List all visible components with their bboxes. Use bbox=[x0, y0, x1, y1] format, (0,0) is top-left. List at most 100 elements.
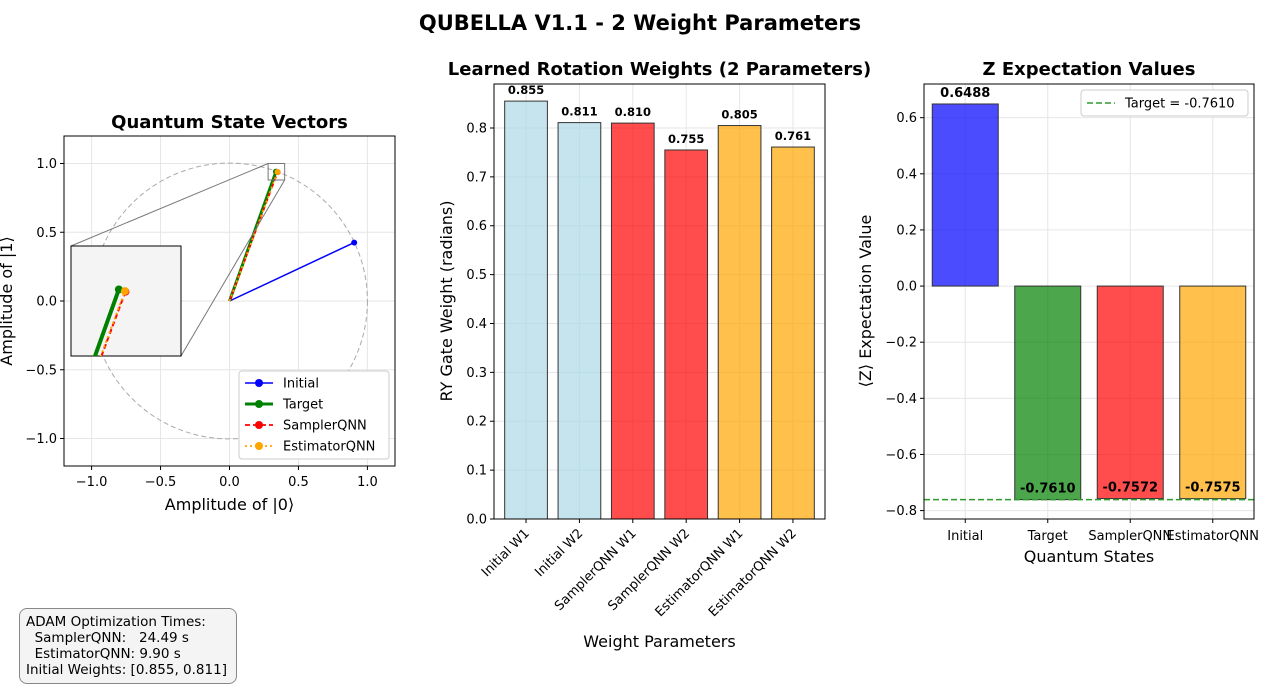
c3-y-tick-label: −0.8 bbox=[885, 504, 917, 519]
c2-title: Learned Rotation Weights (2 Parameters) bbox=[448, 59, 871, 80]
info-line-2: SamplerQNN: 24.49 s bbox=[26, 630, 189, 646]
c2-y-tick-label: 0.3 bbox=[466, 366, 487, 381]
zoom-series-point-1 bbox=[114, 285, 123, 294]
c3-bar-value-label: -0.7572 bbox=[1102, 481, 1158, 496]
c3-x-tick-label: Target bbox=[1027, 529, 1068, 544]
c3-bar bbox=[1014, 285, 1082, 501]
c1-legend-marker-0 bbox=[255, 379, 263, 387]
c2-bar-value-label: 0.810 bbox=[615, 105, 651, 119]
c1-y-tick-label: 0.5 bbox=[36, 226, 57, 241]
c3-bar-value-label: -0.7575 bbox=[1185, 481, 1241, 496]
c2-xlabel: Weight Parameters bbox=[583, 632, 735, 651]
c3-y-tick-label: 0.6 bbox=[896, 111, 917, 126]
c1-legend-marker-2 bbox=[255, 421, 263, 429]
c2-x-tick-label: EstimatorQNN W1 bbox=[653, 526, 747, 620]
c3-x-tick-label: SamplerQNN bbox=[1088, 529, 1172, 544]
state-vector-chart: Quantum State Vectors −1.0 −1.0 −0.5 −0.5 0.… bbox=[0, 112, 396, 514]
c1-x-tick-label: 0.0 bbox=[219, 475, 240, 490]
c2-bar-value-label: 0.811 bbox=[561, 105, 597, 119]
c3-legend: Target = -0.7610 bbox=[1080, 89, 1249, 117]
c1-y-tick-label: −1.0 bbox=[25, 432, 57, 447]
c3-bar-value-label: 0.6488 bbox=[940, 86, 990, 101]
c1-xlabel: Amplitude of |0⟩ bbox=[165, 495, 294, 514]
c3-xlabel: Quantum States bbox=[1024, 547, 1154, 566]
c2-y-tick-label: 0.1 bbox=[466, 464, 487, 479]
c2-y-tick-label: 0.0 bbox=[466, 513, 487, 528]
c1-title: Quantum State Vectors bbox=[111, 112, 348, 133]
c3-y-tick-label: −0.2 bbox=[885, 336, 917, 351]
c3-x-tick-label: EstimatorQNN bbox=[1167, 529, 1259, 544]
c1-legend-marker-1 bbox=[255, 400, 263, 408]
c2-y-tick-label: 0.8 bbox=[466, 121, 487, 136]
c1-y-tick-label: 1.0 bbox=[36, 157, 57, 172]
c1-legend-label-1: Target bbox=[282, 398, 323, 413]
figure-title: QUBELLA V1.1 - 2 Weight Parameters bbox=[419, 11, 861, 35]
c3-bar bbox=[931, 103, 999, 287]
c1-x-tick-label: −0.5 bbox=[145, 475, 177, 490]
c2-bar-value-label: 0.855 bbox=[508, 83, 544, 97]
c2-y-tick-label: 0.4 bbox=[466, 317, 487, 332]
z-expectation-chart: Z Expectation Values 0.6488 -0.7610 -0.757… bbox=[856, 59, 1259, 566]
c2-x-tick-label: EstimatorQNN W2 bbox=[706, 526, 800, 620]
c1-x-tick-label: 1.0 bbox=[357, 475, 378, 490]
c1-y-tick-label: 0.0 bbox=[36, 295, 57, 310]
c3-bar bbox=[1179, 285, 1247, 500]
c2-axes-frame bbox=[493, 83, 826, 520]
c2-bar bbox=[664, 149, 709, 520]
c1-legend: Initial Target SamplerQNN EstimatorQNN bbox=[238, 370, 390, 460]
c3-y-tick-label: 0.4 bbox=[896, 167, 917, 182]
c2-y-tick-label: 0.5 bbox=[466, 268, 487, 283]
c2-bar-value-label: 0.755 bbox=[668, 132, 704, 146]
zoom-connector bbox=[70, 163, 269, 247]
zoom-inset-content bbox=[92, 285, 130, 356]
weights-chart: Learned Rotation Weights (2 Parameters) … bbox=[437, 59, 871, 651]
c3-legend-frame bbox=[1080, 89, 1249, 117]
optimization-info-box: ADAM Optimization Times: SamplerQNN: 24.… bbox=[19, 608, 237, 684]
c1-legend-label-2: SamplerQNN bbox=[283, 419, 367, 434]
c3-y-tick-label: 0.2 bbox=[896, 223, 917, 238]
c3-x-tick-label: Initial bbox=[947, 529, 983, 544]
c1-series-point-3 bbox=[274, 169, 281, 176]
c3-bar bbox=[1096, 285, 1164, 500]
c1-x-tick-label: −1.0 bbox=[76, 475, 108, 490]
info-line-3: EstimatorQNN: 9.90 s bbox=[26, 646, 181, 662]
c3-axes-frame bbox=[923, 83, 1255, 520]
c3-bar-value-label: -0.7610 bbox=[1020, 482, 1076, 497]
c2-ylabel: RY Gate Weight (radians) bbox=[437, 201, 456, 402]
c3-title: Z Expectation Values bbox=[983, 59, 1196, 80]
c3-y-tick-label: −0.6 bbox=[885, 448, 917, 463]
c1-legend-frame bbox=[238, 370, 390, 460]
c3-ylabel: ⟨Z⟩ Expectation Value bbox=[856, 215, 875, 388]
c2-y-tick-label: 0.2 bbox=[466, 415, 487, 430]
c2-y-tick-label: 0.6 bbox=[466, 219, 487, 234]
c1-x-tick-label: 0.5 bbox=[288, 475, 309, 490]
c1-legend-label-0: Initial bbox=[283, 377, 319, 392]
c1-legend-label-3: EstimatorQNN bbox=[283, 440, 375, 455]
c1-series-point-0 bbox=[351, 239, 358, 246]
zoom-inset-frame bbox=[70, 245, 182, 357]
c2-x-tick-label: Initial W1 bbox=[479, 526, 533, 580]
c3-y-tick-label: 0.0 bbox=[896, 280, 917, 295]
c1-series-line-0 bbox=[229, 241, 355, 302]
c1-ylabel: Amplitude of |1⟩ bbox=[0, 236, 16, 365]
c2-bar bbox=[717, 125, 762, 520]
c1-legend-marker-3 bbox=[255, 442, 263, 450]
zoom-connector bbox=[180, 179, 286, 357]
zoom-series-point-3 bbox=[120, 287, 129, 296]
info-line-1: ADAM Optimization Times: bbox=[26, 614, 206, 630]
c2-bar bbox=[771, 146, 815, 520]
c1-y-tick-label: −0.5 bbox=[25, 363, 57, 378]
zoom-series-line-1 bbox=[92, 288, 121, 356]
c2-y-tick-label: 0.7 bbox=[466, 170, 487, 185]
c2-x-tick-label: Initial W2 bbox=[532, 526, 586, 580]
zoom-series-line-2 bbox=[100, 291, 127, 356]
c3-y-tick-label: −0.4 bbox=[885, 392, 917, 407]
zoom-region bbox=[267, 163, 286, 181]
c2-bar-value-label: 0.805 bbox=[721, 108, 757, 122]
c2-bar bbox=[504, 100, 548, 520]
c3-legend-label: Target = -0.7610 bbox=[1124, 97, 1235, 112]
c2-bar bbox=[610, 122, 655, 520]
info-line-4: Initial Weights: [0.855, 0.811] bbox=[26, 662, 227, 678]
c2-bar bbox=[557, 122, 602, 520]
